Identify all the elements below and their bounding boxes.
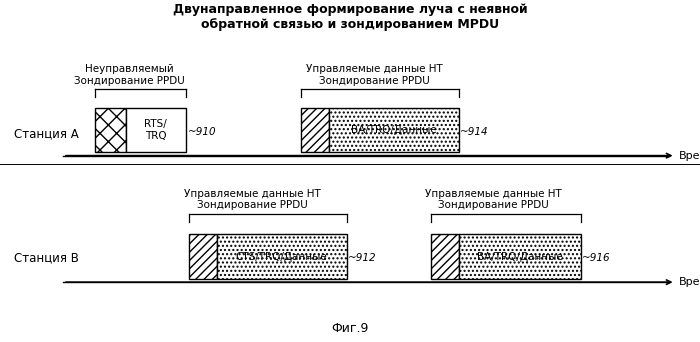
Bar xyxy=(126,108,186,152)
Bar xyxy=(94,108,126,152)
Text: Управляемые данные НТ
Зондирование PPDU: Управляемые данные НТ Зондирование PPDU xyxy=(183,189,321,210)
Text: ~912: ~912 xyxy=(348,253,377,263)
Bar xyxy=(189,234,217,279)
Text: Время: Время xyxy=(679,277,700,287)
Text: BA/TRQ/Данные: BA/TRQ/Данные xyxy=(477,251,563,262)
Text: ~916: ~916 xyxy=(582,253,611,263)
Text: Станция А: Станция А xyxy=(14,127,78,140)
Text: ~914: ~914 xyxy=(460,127,489,137)
Bar xyxy=(217,234,346,279)
Text: Станция В: Станция В xyxy=(14,252,79,265)
Text: Двунаправленное формирование луча с неявной
обратной связью и зондированием MPDU: Двунаправленное формирование луча с неяв… xyxy=(173,3,527,31)
Text: ~910: ~910 xyxy=(188,127,216,137)
Bar xyxy=(458,234,581,279)
Text: Время: Время xyxy=(679,150,700,161)
Bar xyxy=(430,234,458,279)
Text: BA/TRQ/Данные: BA/TRQ/Данные xyxy=(351,125,437,135)
Text: Неуправляемый
Зондирование PPDU: Неуправляемый Зондирование PPDU xyxy=(74,64,185,86)
Bar xyxy=(329,108,458,152)
Text: Фиг.9: Фиг.9 xyxy=(331,322,369,335)
Text: Управляемые данные НТ
Зондирование PPDU: Управляемые данные НТ Зондирование PPDU xyxy=(425,189,562,210)
Text: Управляемые данные НТ
Зондирование PPDU: Управляемые данные НТ Зондирование PPDU xyxy=(306,64,443,86)
Text: CTS/TRQ/Данные: CTS/TRQ/Данные xyxy=(236,251,328,262)
Bar xyxy=(301,108,329,152)
Text: RTS/
TRQ: RTS/ TRQ xyxy=(144,119,167,141)
